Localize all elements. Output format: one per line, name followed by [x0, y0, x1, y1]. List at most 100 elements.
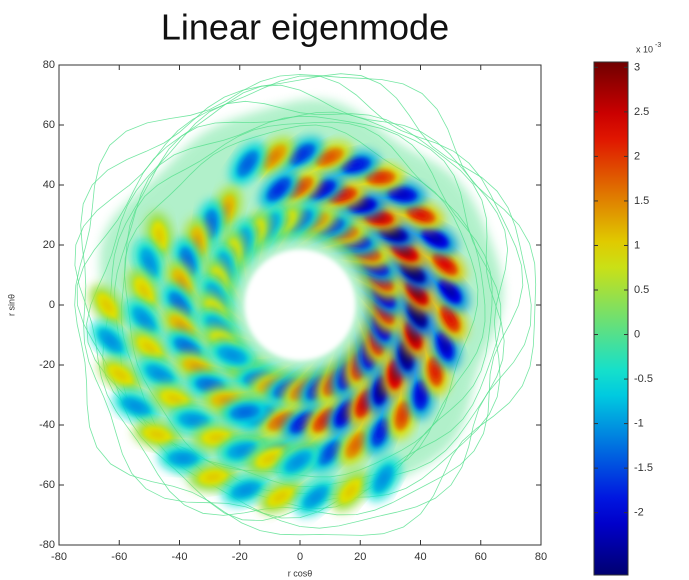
field-blob [417, 387, 425, 403]
field-blob [440, 338, 450, 353]
field-blob [371, 214, 387, 222]
x-tick-label: -20 [232, 551, 248, 563]
field-blob [224, 350, 240, 360]
field-blob [339, 406, 350, 421]
field-blob [101, 299, 113, 313]
field-blob [206, 216, 215, 232]
field-blob [344, 484, 357, 498]
x-axis-label: r cosθ [288, 568, 313, 578]
field-blob [376, 425, 385, 440]
field-blob [386, 229, 401, 238]
field-blob [113, 369, 127, 380]
field-blob [348, 161, 364, 169]
field-blob [149, 430, 165, 439]
y-tick-label: -20 [39, 359, 55, 371]
field-blob [202, 381, 218, 390]
x-tick-label: 0 [297, 551, 303, 563]
field-blob [296, 417, 310, 428]
colorbar-tick-label: -0.5 [634, 373, 653, 385]
y-tick-label: 0 [49, 299, 55, 311]
field-blob [428, 233, 442, 244]
chart-title: Linear eigenmode [161, 7, 449, 48]
field-blob [318, 413, 331, 426]
colorbar-tick-label: 0.5 [634, 284, 649, 296]
field-blob [242, 157, 253, 171]
y-tick-label: -40 [39, 419, 55, 431]
field-blob [175, 454, 191, 462]
field-blob [431, 364, 439, 379]
field-blob [152, 369, 167, 380]
y-axis-label: r sinθ [6, 294, 16, 316]
y-tick-label: -60 [39, 479, 55, 491]
field-blob [359, 396, 369, 411]
field-blob [174, 298, 185, 312]
field-blob [205, 473, 221, 481]
field-blob [445, 311, 455, 326]
contour-field [74, 73, 537, 536]
colorbar-tick-label: -1.5 [634, 462, 653, 474]
field-blob [237, 408, 253, 416]
field-blob [262, 454, 277, 464]
x-tick-label: -40 [172, 551, 188, 563]
contour-line [74, 75, 524, 516]
colorbar-tick-label: -2 [634, 507, 644, 519]
colorbar-tick-label: 1 [634, 239, 640, 251]
y-tick-label: 80 [43, 59, 55, 71]
field-blob [186, 416, 202, 424]
field-blob [175, 320, 188, 333]
field-blob [167, 394, 182, 403]
field-blob [412, 307, 423, 322]
field-blob [128, 401, 144, 411]
colorbar-multiplier: x 10 [636, 44, 653, 54]
y-tick-label: 20 [43, 239, 55, 251]
x-tick-label: -80 [51, 551, 67, 563]
colorbar-tick-label: 2.5 [634, 106, 649, 118]
contour-line [80, 73, 532, 529]
field-blob [274, 416, 289, 426]
field-blob [314, 184, 329, 195]
field-blob [322, 152, 337, 162]
field-blob [222, 202, 231, 217]
field-blob [143, 342, 156, 354]
field-blob [139, 284, 149, 298]
field-blob [397, 247, 412, 257]
field-blob [293, 182, 307, 193]
colorbar-tick-label: 1.5 [634, 195, 649, 207]
y-tick-label: -80 [39, 539, 55, 551]
field-blob [177, 275, 187, 290]
field-blob [309, 491, 323, 503]
x-tick-label: 40 [414, 551, 426, 563]
field-blob [268, 150, 281, 163]
field-blob [209, 433, 225, 442]
field-blob [144, 255, 154, 270]
field-blob [444, 284, 456, 298]
field-blob [104, 334, 117, 347]
field-blob [155, 228, 164, 244]
x-tick-label: 80 [535, 551, 547, 563]
x-tick-label: 20 [354, 551, 366, 563]
field-blob [378, 471, 389, 486]
y-tick-label: 40 [43, 179, 55, 191]
field-blob [411, 286, 423, 300]
contour-line [76, 84, 509, 522]
field-blob [180, 342, 194, 354]
field-blob [190, 363, 205, 373]
inner-hole [244, 249, 356, 361]
field-blob [193, 234, 202, 250]
field-blob [138, 313, 150, 326]
field-blob [183, 254, 192, 269]
field-blob [394, 190, 410, 199]
field-blob [398, 408, 407, 423]
colorbar-tick-label: 3 [634, 61, 640, 73]
x-tick-label: -60 [111, 551, 127, 563]
colorbar-exponent: -3 [655, 42, 661, 49]
field-blob [238, 485, 254, 495]
field-blob [391, 366, 399, 382]
colorbar-tick-label: -1 [634, 418, 644, 430]
field-blob [406, 266, 420, 278]
field-blob [413, 210, 428, 219]
field-blob [291, 456, 305, 467]
colorbar-tick-label: 2 [634, 150, 640, 162]
field-blob [272, 183, 285, 196]
